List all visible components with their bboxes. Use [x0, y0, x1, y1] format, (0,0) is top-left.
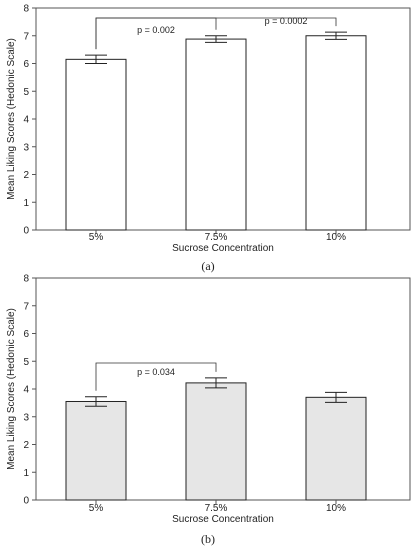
x-tick-label: 7.5% — [205, 232, 228, 243]
y-axis-label: Mean Liking Scores (Hedonic Scale) — [6, 308, 17, 470]
p-value-label: p = 0.034 — [137, 367, 175, 377]
y-tick-label: 2 — [23, 170, 29, 181]
y-tick-label: 7 — [23, 31, 29, 42]
bar-10% — [305, 35, 367, 231]
chart-panel-a: Mean Liking Scores (Hedonic Scale) Sucro… — [6, 4, 411, 273]
bar-5% — [65, 58, 127, 231]
y-tick-label: 1 — [23, 468, 29, 479]
chart-panel-b: Mean Liking Scores (Hedonic Scale) Sucro… — [6, 274, 411, 546]
p-value-label: p = 0.002 — [137, 25, 175, 35]
x-tick-label: 5% — [89, 503, 104, 514]
y-tick-label: 3 — [23, 142, 29, 153]
bar-10% — [305, 396, 367, 501]
x-axis-label: Sucrose Concentration — [172, 243, 274, 254]
y-tick-label: 2 — [23, 440, 29, 451]
y-tick-label: 8 — [23, 4, 29, 15]
y-tick-label: 0 — [23, 496, 29, 507]
y-tick-label: 5 — [23, 87, 29, 98]
x-tick-label: 7.5% — [205, 503, 228, 514]
y-axis-label: Mean Liking Scores (Hedonic Scale) — [6, 38, 17, 200]
y-tick-label: 1 — [23, 198, 29, 209]
bar-7.5% — [185, 38, 247, 231]
significance-bracket — [95, 17, 337, 50]
y-tick-label: 7 — [23, 301, 29, 312]
y-tick-label: 6 — [23, 59, 29, 70]
y-tick-label: 0 — [23, 226, 29, 237]
panel-label: (b) — [201, 532, 215, 546]
x-tick-label: 5% — [89, 232, 104, 243]
p-value-label: p = 0.0002 — [265, 16, 308, 26]
y-tick-label: 4 — [23, 115, 29, 126]
x-axis-label: Sucrose Concentration — [172, 514, 274, 525]
y-tick-label: 4 — [23, 385, 29, 396]
significance-bracket — [95, 362, 217, 391]
panel-label: (a) — [201, 259, 214, 273]
y-tick-label: 3 — [23, 412, 29, 423]
bar-7.5% — [185, 382, 247, 501]
y-tick-label: 5 — [23, 357, 29, 368]
x-tick-label: 10% — [326, 503, 346, 514]
y-tick-label: 8 — [23, 274, 29, 285]
bar-5% — [65, 400, 127, 501]
x-tick-label: 10% — [326, 232, 346, 243]
y-tick-label: 6 — [23, 329, 29, 340]
